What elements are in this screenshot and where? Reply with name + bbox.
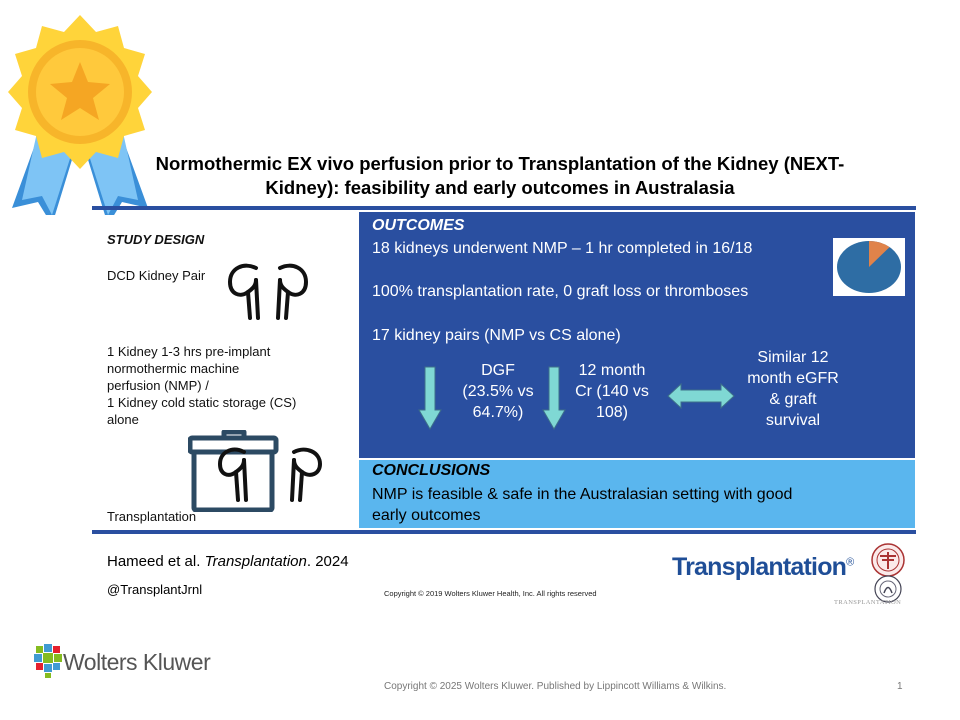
dgf-stat: DGF (23.5% vs 64.7%) xyxy=(441,360,555,423)
pie-slice-incomplete xyxy=(869,241,890,267)
top-divider xyxy=(92,206,916,210)
conclusions-line-1: NMP is feasible & safe in the Australasi… xyxy=(372,486,793,503)
dcd-kidney-pair-label: DCD Kidney Pair xyxy=(107,268,206,283)
cr-line-1: 12 month xyxy=(578,362,646,379)
journal-copyright: Copyright © 2019 Wolters Kluwer Health, … xyxy=(384,589,597,598)
page-title: Normothermic EX vivo perfusion prior to … xyxy=(120,152,880,200)
cold-storage-cooler-icon xyxy=(188,430,322,512)
outcome-nmp-completed: 18 kidneys underwent NMP – 1 hr complete… xyxy=(372,240,753,257)
conclusions-text: NMP is feasible & safe in the Australasi… xyxy=(372,484,902,526)
kidney-pair-icon xyxy=(228,263,308,320)
conclusions-line-2: early outcomes xyxy=(372,507,481,524)
outcomes-heading: OUTCOMES xyxy=(372,217,465,234)
cr-line-3: 108) xyxy=(595,404,629,421)
design-line-2: normothermic machine xyxy=(107,361,240,376)
citation-authors: Hameed et al. xyxy=(107,553,205,570)
egfr-line-3: & graft xyxy=(769,391,817,408)
outcome-transplantation-rate: 100% transplantation rate, 0 graft loss … xyxy=(372,283,749,300)
twitter-handle: @TransplantJrnl xyxy=(107,582,203,597)
outcomes-panel xyxy=(359,212,915,458)
title-line-1: Normothermic EX vivo perfusion prior to … xyxy=(155,153,845,174)
double-arrow-icon xyxy=(667,383,735,409)
citation-journal: Transplantation xyxy=(204,553,307,570)
society-seal-icon xyxy=(871,543,905,577)
creatinine-stat: 12 month Cr (140 vs 108) xyxy=(564,360,660,423)
page-number: 1 xyxy=(897,681,903,692)
dgf-line-2: (23.5% vs xyxy=(462,383,534,400)
pie-chart-frame xyxy=(833,238,905,296)
outcome-kidney-pairs: 17 kidney pairs (NMP vs CS alone) xyxy=(372,327,621,344)
egfr-stat: Similar 12 month eGFR & graft survival xyxy=(728,347,858,431)
conclusions-panel xyxy=(359,460,915,528)
citation: Hameed et al. Transplantation. 2024 xyxy=(107,553,349,570)
dgf-line-1: DGF xyxy=(481,362,515,379)
award-badge-icon xyxy=(8,15,152,215)
dgf-line-3: 64.7%) xyxy=(472,404,524,421)
conclusions-heading: CONCLUSIONS xyxy=(372,462,491,479)
society-emblem-icon xyxy=(874,575,902,603)
journal-logo: Transplantation® xyxy=(672,553,854,582)
design-line-1: 1 Kidney 1-3 hrs pre-implant xyxy=(107,344,271,359)
seal-caption: TRANSPLANTATION xyxy=(834,599,902,606)
citation-year: . 2024 xyxy=(306,553,349,570)
transplantation-label: Transplantation xyxy=(107,509,197,524)
nmp-completion-pie-icon xyxy=(837,241,901,293)
study-design-text: 1 Kidney 1-3 hrs pre-implant normothermi… xyxy=(107,343,347,428)
design-line-3: perfusion (NMP) / xyxy=(107,378,209,393)
title-line-2: Kidney): feasibility and early outcomes … xyxy=(265,177,735,198)
bottom-divider xyxy=(92,530,916,534)
design-line-5: alone xyxy=(107,412,139,427)
wolters-kluwer-logo-icon xyxy=(32,644,64,678)
egfr-line-4: survival xyxy=(765,412,821,429)
publisher-name: Wolters Kluwer xyxy=(63,649,211,675)
study-design-heading: STUDY DESIGN xyxy=(107,232,205,247)
down-arrow-icon xyxy=(418,366,442,430)
footer-copyright: Copyright © 2025 Wolters Kluwer. Publish… xyxy=(384,681,727,692)
registered-mark: ® xyxy=(846,556,854,569)
egfr-line-2: month eGFR xyxy=(747,370,839,387)
journal-logo-name: Transplantation xyxy=(672,553,847,581)
down-arrow-icon xyxy=(542,366,566,430)
design-line-4: 1 Kidney cold static storage (CS) xyxy=(107,395,297,410)
egfr-line-1: Similar 12 xyxy=(757,349,829,366)
cr-line-2: Cr (140 vs xyxy=(575,383,649,400)
